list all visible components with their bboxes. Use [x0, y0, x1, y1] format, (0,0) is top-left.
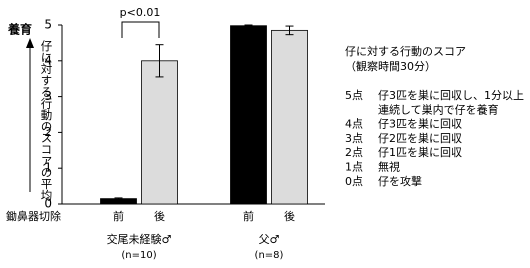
score-description: 仔3匹を巣に回収し、1分以上 [378, 89, 524, 102]
score: 2点 [345, 146, 363, 159]
score-description: 仔3匹を巣に回収 [378, 118, 462, 131]
legend-label: 前 [113, 209, 124, 223]
y-tick-label: 0 [44, 197, 52, 211]
category-label: 交尾未経験♂ [107, 232, 172, 246]
score-legend-subtitle: （観察時間30分） [345, 59, 436, 73]
score-description: 仔1匹を巣に回収 [378, 146, 462, 159]
score: 1点 [345, 161, 363, 174]
annotation: p<0.01 [120, 6, 161, 19]
error-bar [114, 197, 123, 200]
y-tick-label: 3 [44, 89, 52, 103]
y-tick-label: 2 [44, 125, 52, 139]
score: 0点 [345, 175, 363, 188]
error-bar [155, 44, 164, 78]
score: 4点 [345, 118, 363, 131]
bar [271, 29, 308, 205]
y-axis-label: 仔に対する行動のスコアの平均 [40, 40, 54, 202]
score-description: 仔を攻撃 [378, 174, 422, 188]
y-label-top: 養育 [7, 22, 32, 37]
score: 5点 [345, 89, 363, 102]
category-note: (n=8) [255, 250, 284, 261]
legend-label: 後 [154, 209, 165, 223]
arrow-head [26, 38, 34, 48]
bar [141, 60, 178, 205]
category-note: (n=10) [121, 250, 156, 261]
bar [230, 25, 267, 205]
legend-label: 後 [284, 209, 295, 223]
score-legend-title: 仔に対する行動のスコア [345, 44, 466, 58]
score-description: 無視 [378, 160, 400, 174]
error-bar [285, 25, 294, 36]
error-bar [244, 24, 253, 27]
y-tick-label: 5 [44, 18, 52, 32]
score: 3点 [345, 132, 363, 145]
score-description: 仔2匹を巣に回収 [378, 132, 462, 145]
category-label: 父♂ [259, 233, 280, 246]
score-description: 連続して巣内で仔を養育 [378, 102, 499, 116]
significance-bracket [121, 21, 160, 38]
y-tick-label: 4 [44, 53, 52, 67]
y-tick-label: 1 [44, 161, 52, 175]
x-row-label: 鋤鼻器切除 [6, 209, 61, 223]
legend-label: 前 [243, 209, 254, 223]
